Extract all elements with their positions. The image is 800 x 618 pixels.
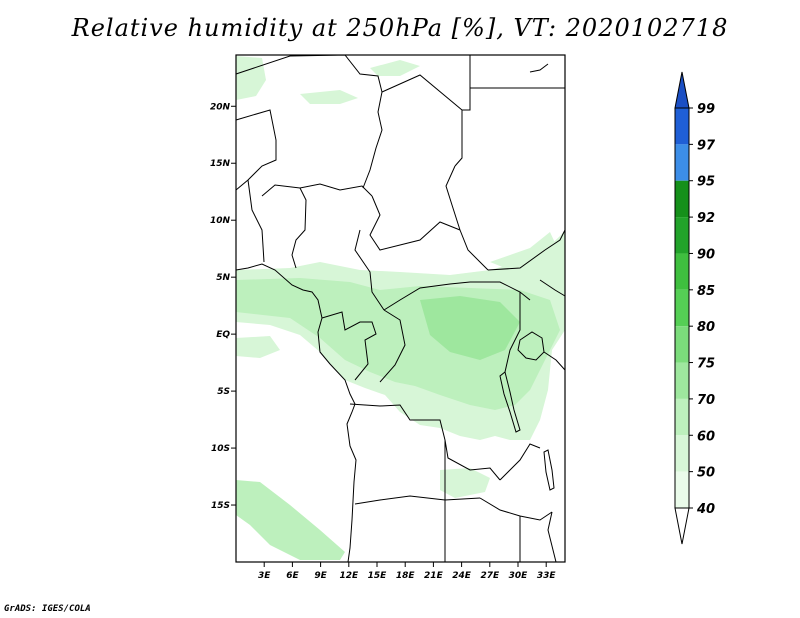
lake-malawi [543,449,555,491]
lon-tick-label: 15E [368,571,388,581]
latitude-axis: 20N 15N 10N 5N EQ 5S 10S 15S [210,102,236,511]
border-nigeria-cameroon [291,187,307,269]
colorbar-label: 99 [697,102,715,117]
border-car-drc [383,281,531,311]
border-sudan-ssudan [487,229,566,271]
lon-tick-label: 30E [509,571,529,581]
humid-patch-south-atlantic [236,480,345,560]
border-mali-niger [235,109,277,191]
lat-tick-label: 5S [217,387,230,397]
colorbar-label: 60 [697,429,715,444]
lon-tick-label: 21E [424,571,444,581]
lon-tick-label: 33E [537,571,557,581]
colorbar-segment [675,362,689,399]
coastline-red-sea [529,63,549,73]
colorbar-segment [675,144,689,181]
humid-patch-libya [370,60,420,76]
lat-tick-label: 10N [210,216,231,226]
colorbar-segment [675,471,689,508]
humid-patch-sudan [490,232,556,270]
humid-patch-angola [440,468,490,498]
border-libya-egypt [454,55,471,167]
border-tanzania [543,351,566,371]
colorbar-label: 40 [696,502,715,517]
border-niger-nigeria [261,183,373,197]
colorbar-label: 95 [697,175,715,190]
border-drc-zambia [499,443,541,481]
border-drc-angola [349,403,501,481]
lat-tick-label: 5N [216,273,230,283]
chart-title: Relative humidity at 250hPa [%], VT: 202… [71,14,729,42]
border-mozambique [547,511,557,563]
colorbar-segment [675,180,689,218]
colorbar-segment [675,326,689,363]
humid-patch-sahara [300,90,358,104]
grads-credit: GrADS: IGES/COLA [4,604,91,614]
colorbar-label: 92 [697,211,715,226]
colorbar-segment [675,398,689,436]
lon-tick-label: 3E [258,571,271,581]
border-chad-sudan [445,165,489,271]
colorbar-label: 90 [697,247,715,262]
lat-tick-label: 15N [210,159,231,169]
border-chad-car [369,195,461,251]
humid-patch-congo [420,296,520,360]
colorbar-bottom-arrow [674,507,690,545]
map-frame [235,54,566,563]
coastline-west [235,263,357,563]
colorbar-label: 70 [697,393,715,408]
border-angola-namibia [354,495,481,505]
colorbar-segment [675,289,689,327]
lat-tick-label: EQ [216,330,230,340]
border-drc-uganda [504,292,521,373]
colorbar-segment [675,108,689,145]
border-ethiopia [539,279,566,297]
colorbar-label: 97 [697,138,716,153]
lat-tick-label: 15S [211,501,230,511]
colorbar-top-arrow [674,71,690,109]
country-borders [235,54,566,563]
lon-tick-label: 9E [314,571,327,581]
colorbar-label: 80 [697,320,715,335]
colorbar-outline [674,107,690,509]
lat-tick-label: 10S [211,444,230,454]
colorbar-label: 75 [697,357,715,372]
humidity-shading [236,56,565,560]
lake-victoria [517,331,545,361]
colorbar-segment [675,217,689,254]
colorbar-label: 85 [697,284,715,299]
colorbar-segment [675,435,689,472]
border-zambia-zimbabwe [479,497,553,521]
lon-tick-label: 18E [396,571,416,581]
border-libya-chad [381,74,463,111]
border-congo-drc [379,309,406,383]
lon-tick-label: 12E [339,571,359,581]
colorbar-segment [675,253,689,290]
lon-tick-label: 24E [452,571,472,581]
border-west-africa [247,179,265,263]
border-congo-gabon [321,311,377,381]
lon-tick-label: 27E [480,571,500,581]
humid-patch-north [236,56,266,100]
longitude-axis: 3E 6E 9E 12E 15E 18E 21E 24E 27E 30E 33E [258,562,556,581]
colorbar: 99 97 95 92 90 85 80 75 70 60 50 40 [674,71,716,545]
lon-tick-label: 6E [286,571,299,581]
border-cameroon-car [354,229,385,311]
colorbar-label: 50 [697,466,715,481]
lake-tanganyika [499,371,521,433]
humid-patch-gulf [236,336,280,358]
lat-tick-label: 20N [210,102,231,112]
